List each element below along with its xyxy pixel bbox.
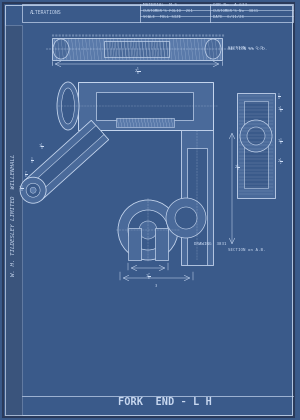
Ellipse shape bbox=[53, 39, 69, 59]
Text: DATE  6/11/28: DATE 6/11/28 bbox=[213, 16, 244, 19]
Bar bbox=[116, 118, 174, 127]
Bar bbox=[128, 228, 141, 260]
Bar bbox=[104, 41, 169, 57]
Ellipse shape bbox=[205, 39, 221, 59]
Text: SECTION on C.D.: SECTION on C.D. bbox=[228, 46, 266, 50]
Text: DRAWING  3831: DRAWING 3831 bbox=[194, 242, 226, 246]
Bar bbox=[187, 148, 207, 265]
Circle shape bbox=[20, 177, 46, 203]
Text: W. H. TILDESLEY LIMITED  WILLENHALL: W. H. TILDESLEY LIMITED WILLENHALL bbox=[11, 154, 16, 276]
Circle shape bbox=[128, 210, 168, 250]
Text: $2\frac{5}{8}$: $2\frac{5}{8}$ bbox=[134, 67, 140, 78]
Circle shape bbox=[240, 120, 272, 152]
Text: $\frac{3}{4}$: $\frac{3}{4}$ bbox=[30, 155, 34, 167]
Text: $1\frac{7}{8}$: $1\frac{7}{8}$ bbox=[145, 272, 151, 283]
Text: $1\frac{3}{8}$: $1\frac{3}{8}$ bbox=[277, 136, 283, 148]
Circle shape bbox=[166, 198, 206, 238]
Text: OUR No  A.633: OUR No A.633 bbox=[213, 3, 247, 8]
Bar bbox=[155, 228, 168, 260]
Text: CUSTOMER'S No  3831: CUSTOMER'S No 3831 bbox=[213, 10, 258, 13]
Bar bbox=[78, 82, 213, 130]
Bar bbox=[52, 38, 222, 60]
Circle shape bbox=[26, 183, 40, 197]
Bar bbox=[244, 101, 268, 188]
Text: $3$: $3$ bbox=[154, 282, 158, 289]
Polygon shape bbox=[24, 121, 109, 200]
Ellipse shape bbox=[61, 88, 74, 124]
Text: $\frac{3}{4}$: $\frac{3}{4}$ bbox=[277, 92, 281, 102]
Polygon shape bbox=[29, 126, 104, 195]
Text: $1\frac{1}{8}$: $1\frac{1}{8}$ bbox=[277, 105, 283, 116]
Bar bbox=[5, 25, 22, 415]
Bar bbox=[237, 93, 275, 198]
Text: SECTION on A.B.: SECTION on A.B. bbox=[228, 248, 266, 252]
Text: MATERIAL  M.S.: MATERIAL M.S. bbox=[143, 3, 180, 8]
Bar bbox=[96, 92, 193, 120]
Circle shape bbox=[139, 221, 157, 239]
Circle shape bbox=[118, 200, 178, 260]
Circle shape bbox=[247, 127, 265, 145]
Text: $1\frac{3}{4}$: $1\frac{3}{4}$ bbox=[18, 184, 24, 195]
Ellipse shape bbox=[57, 82, 79, 130]
Text: SCALE  FULL SIZE: SCALE FULL SIZE bbox=[143, 16, 181, 19]
Circle shape bbox=[175, 207, 197, 229]
Text: ALTERATIONS: ALTERATIONS bbox=[30, 10, 61, 16]
Text: $2\frac{5}{8}$: $2\frac{5}{8}$ bbox=[234, 163, 240, 174]
Text: FORK  END - L H: FORK END - L H bbox=[118, 397, 212, 407]
Text: $1\frac{1}{4}$: $1\frac{1}{4}$ bbox=[38, 142, 44, 153]
Text: SECTION on C.D.: SECTION on C.D. bbox=[228, 47, 267, 51]
Bar bbox=[22, 4, 293, 22]
Text: $\frac{7}{8}$: $\frac{7}{8}$ bbox=[24, 170, 28, 181]
Text: $2\frac{1}{2}$: $2\frac{1}{2}$ bbox=[277, 157, 283, 168]
Bar bbox=[181, 130, 213, 265]
Text: CUSTOMER'S FOLIO  261: CUSTOMER'S FOLIO 261 bbox=[143, 10, 193, 13]
Circle shape bbox=[30, 187, 36, 193]
